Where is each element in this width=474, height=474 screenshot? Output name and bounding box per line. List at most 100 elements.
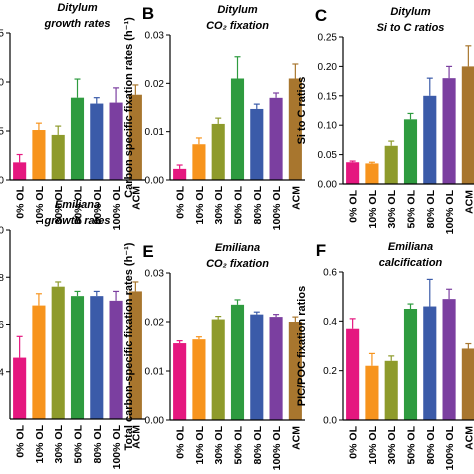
x-tick-label: 100% OL [111, 424, 123, 469]
x-tick-label: ACM [130, 186, 142, 210]
bar [51, 134, 65, 180]
y-tick-label: 0.0 [323, 416, 337, 427]
bar [109, 102, 123, 180]
bar [211, 319, 225, 420]
bar [365, 163, 379, 184]
y-tick-label: 0.25 [318, 33, 338, 44]
y-tick-label: 0.01 [145, 367, 165, 378]
x-tick-label: 0% OL [175, 425, 187, 458]
panel-subtitle: CO₂ fixation [206, 20, 269, 32]
bar [384, 360, 398, 420]
x-tick-label: ACM [463, 426, 474, 450]
bar [384, 145, 398, 184]
x-tick-label: 50% OL [233, 425, 245, 464]
bar [403, 119, 418, 184]
x-tick-label: 0% OL [348, 189, 360, 222]
panel: Ditylum growth rates 0.0 0.5 1.0 1.5 0% OL 10% … [0, 2, 145, 230]
y-axis-label: Total carbon-specific fixation rates (h⁻… [123, 242, 135, 450]
bar [70, 97, 85, 180]
bar [32, 305, 46, 419]
bar [13, 162, 27, 180]
x-tick-label: 50% OL [233, 185, 245, 224]
x-tick-label: 80% OL [425, 425, 437, 464]
bar [288, 322, 302, 420]
y-tick-label: 0.02 [145, 318, 165, 329]
panel-letter: F [316, 241, 326, 260]
bar [230, 78, 245, 180]
panel-subtitle: growth rates [43, 18, 110, 30]
y-tick-label: 0.03 [145, 269, 165, 280]
panel: Emiliana growth rates 0.4 0.6 0.8 1.0 0% OL 10%… [0, 199, 145, 469]
panel: Ditylum CO₂ fixation B Carbon specific fixa… [123, 4, 305, 230]
x-tick-label: 80% OL [92, 424, 104, 463]
x-tick-label: 80% OL [252, 185, 264, 224]
y-tick-label: 0.8 [0, 273, 4, 284]
bar [403, 309, 418, 420]
x-tick-label: 10% OL [367, 425, 379, 464]
x-tick-label: 100% OL [444, 189, 456, 234]
y-axis-label: Carbon specific fixation rates (h⁻¹) [123, 17, 135, 198]
bar [288, 78, 302, 180]
bar [269, 317, 283, 420]
bar [365, 365, 379, 420]
y-tick-label: 0.01 [145, 127, 165, 138]
bar [13, 357, 27, 419]
bar [442, 299, 456, 420]
x-tick-label: ACM [463, 190, 474, 214]
y-tick-label: 0.20 [318, 62, 338, 73]
panel-subtitle: CO₂ fixation [206, 258, 269, 270]
x-tick-label: 30% OL [386, 425, 398, 464]
bar [461, 348, 474, 420]
x-tick-label: 100% OL [271, 425, 283, 470]
bar [192, 339, 206, 420]
x-tick-label: 10% OL [194, 425, 206, 464]
x-tick-label: 80% OL [252, 425, 264, 464]
x-tick-label: 100% OL [444, 425, 456, 470]
panel: Emiliana CO₂ fixation E Total carbon-specif… [123, 242, 305, 470]
y-tick-label: 0.00 [145, 176, 165, 187]
bar [346, 162, 360, 184]
panel-title: Ditylum [390, 6, 431, 18]
bar [51, 286, 65, 419]
x-tick-label: 50% OL [73, 424, 85, 463]
x-tick-label: 0% OL [348, 425, 360, 458]
bar [32, 130, 46, 180]
y-tick-label: 0.10 [318, 121, 338, 132]
bar [192, 144, 206, 180]
panel-subtitle: Si to C ratios [377, 22, 445, 34]
y-tick-label: 1.0 [0, 226, 4, 237]
x-tick-label: 30% OL [53, 185, 65, 224]
x-tick-label: 80% OL [425, 189, 437, 228]
bar [461, 66, 474, 184]
panel-title: Emiliana [215, 242, 260, 254]
bar [211, 123, 225, 180]
y-tick-label: 0.6 [0, 320, 4, 331]
y-tick-label: 0.4 [323, 317, 337, 328]
bar [250, 314, 264, 420]
panel-letter: B [142, 4, 154, 23]
y-axis-label: PIC/POC fixation ratios [296, 286, 308, 406]
y-tick-label: 0.02 [145, 79, 165, 90]
y-tick-label: 1.5 [0, 29, 4, 40]
panel-title: Emiliana [388, 241, 433, 253]
x-tick-label: 10% OL [34, 185, 46, 224]
y-tick-label: 0.00 [145, 416, 165, 427]
x-tick-label: ACM [290, 426, 302, 450]
x-tick-label: 10% OL [34, 424, 46, 463]
panel-title: Ditylum [217, 4, 258, 16]
bar [90, 103, 104, 180]
panel-letter: C [315, 6, 327, 25]
bar [128, 94, 142, 180]
y-tick-label: 0.4 [0, 367, 4, 378]
y-axis-label: Si to C ratios [296, 77, 308, 145]
bar [230, 304, 245, 420]
bar [250, 108, 264, 180]
x-tick-label: 10% OL [194, 185, 206, 224]
panel-subtitle: calcification [379, 257, 443, 269]
bar [423, 306, 437, 420]
bar [90, 296, 104, 419]
panel-subtitle: growth rates [43, 215, 110, 227]
bar [442, 78, 456, 184]
panel: Emiliana calcification F PIC/POC fixation r… [296, 241, 474, 470]
